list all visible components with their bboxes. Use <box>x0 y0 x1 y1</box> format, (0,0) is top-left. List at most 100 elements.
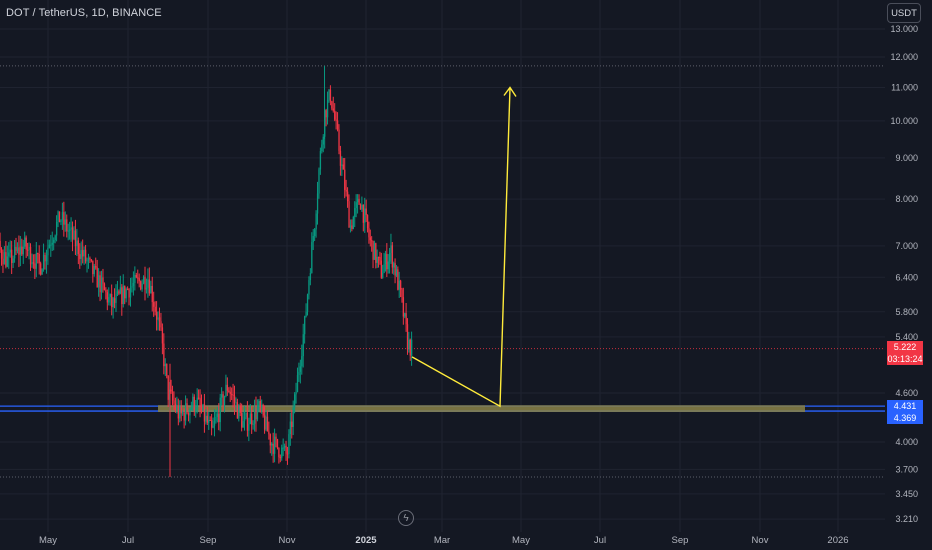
time-tick-label: Jul <box>122 535 134 546</box>
candle-body <box>174 403 177 410</box>
candle-body <box>351 225 353 229</box>
price-tick-label: 3.700 <box>895 464 918 474</box>
candle-body <box>195 407 197 411</box>
candle-body <box>37 253 39 255</box>
candle-body <box>176 406 178 410</box>
candle-body <box>131 285 133 288</box>
candle-body <box>87 257 90 261</box>
candle-body <box>258 401 260 409</box>
candle-body <box>80 250 82 259</box>
currency-button[interactable]: USDT <box>887 3 921 23</box>
candle-body <box>74 230 77 247</box>
candle-body <box>45 255 48 262</box>
price-tick-label: 10.000 <box>890 116 918 126</box>
candle-body <box>113 298 116 303</box>
candle-body <box>119 287 122 294</box>
candle-body <box>373 243 376 260</box>
candle-body <box>212 425 214 428</box>
candle-body <box>291 421 293 428</box>
candle-body <box>147 279 149 288</box>
candle-body <box>253 407 256 424</box>
time-tick-label: May <box>39 535 57 546</box>
projection-path[interactable] <box>411 87 511 408</box>
candle-body <box>276 438 279 448</box>
time-tick-label: Sep <box>200 535 217 546</box>
candle-body <box>38 254 40 264</box>
candle-body <box>70 227 72 230</box>
candle-body <box>92 260 94 275</box>
candle-body <box>31 262 33 265</box>
candle-body <box>408 339 410 350</box>
candle-body <box>221 394 223 398</box>
candle-body <box>51 242 53 245</box>
countdown-tag: 03:13:24 <box>887 353 923 365</box>
candle-body <box>372 241 374 260</box>
candle-body <box>296 375 299 393</box>
trend-drawing[interactable] <box>411 86 517 408</box>
candle-body <box>89 257 91 260</box>
candle-body <box>271 443 273 446</box>
candle-body <box>398 280 400 290</box>
candle-body <box>199 398 201 407</box>
candle-body <box>63 212 65 225</box>
candle-body <box>182 412 184 414</box>
candle-body <box>209 419 211 421</box>
candle-body <box>58 211 61 223</box>
candle-body <box>356 198 359 203</box>
candle-body <box>322 136 324 145</box>
candle-body <box>183 412 185 421</box>
candle-body <box>344 169 346 190</box>
candle-body <box>306 294 309 312</box>
candle-body <box>386 253 388 270</box>
candle-body <box>402 297 405 317</box>
candle-body <box>11 249 13 263</box>
last-price-tag: 5.222 <box>887 341 923 353</box>
candle-body <box>311 242 313 273</box>
candle-body <box>315 213 317 230</box>
candle-body <box>366 215 369 229</box>
candle-body <box>248 424 250 431</box>
candle-body <box>203 404 206 422</box>
lightning-bolt-icon[interactable]: ϟ <box>398 510 414 526</box>
support-zone-rect[interactable] <box>158 405 805 412</box>
candle-body <box>40 263 42 275</box>
candle-body <box>354 207 356 217</box>
candle-body <box>189 409 191 416</box>
candle-body <box>228 390 230 392</box>
candle-body <box>289 421 292 435</box>
candle-body <box>262 404 264 416</box>
candle-body <box>124 285 126 299</box>
time-axis[interactable]: May Jul Sep Nov 2025 Mar May Jul Sep Nov 2026 <box>39 535 849 546</box>
candle-body <box>298 371 300 376</box>
candle-body <box>186 403 188 413</box>
symbol-title[interactable]: DOT / TetherUS, 1D, BINANCE <box>6 7 162 19</box>
candle-body <box>100 277 103 293</box>
candle-body <box>299 366 302 372</box>
candle-body <box>225 384 227 397</box>
candle-body <box>93 266 95 275</box>
price-tick-label: 9.000 <box>895 153 918 163</box>
price-tick-label: 5.400 <box>895 332 918 342</box>
candle-body <box>170 389 172 392</box>
candle-body <box>103 283 106 290</box>
price-axis[interactable]: 13.000 12.000 11.000 10.000 9.000 8.000 7.000 6… <box>886 0 932 532</box>
price-tick-label: 5.800 <box>895 307 918 317</box>
candle-body <box>376 257 378 263</box>
candle-body <box>218 413 220 423</box>
candle-body <box>77 240 80 255</box>
candle-body <box>3 252 6 265</box>
candle-body <box>249 413 251 425</box>
candle-body <box>391 245 394 268</box>
candle-body <box>53 239 55 243</box>
candle-body <box>79 254 81 259</box>
candle-body <box>368 228 370 238</box>
candle-body <box>187 412 190 416</box>
candle-body <box>140 281 142 290</box>
candle-body <box>268 431 270 435</box>
price-axis-area[interactable] <box>886 0 932 532</box>
candle-body <box>397 269 399 290</box>
candle-body <box>286 453 289 455</box>
candle-body <box>342 164 344 170</box>
candle-body <box>190 407 193 410</box>
